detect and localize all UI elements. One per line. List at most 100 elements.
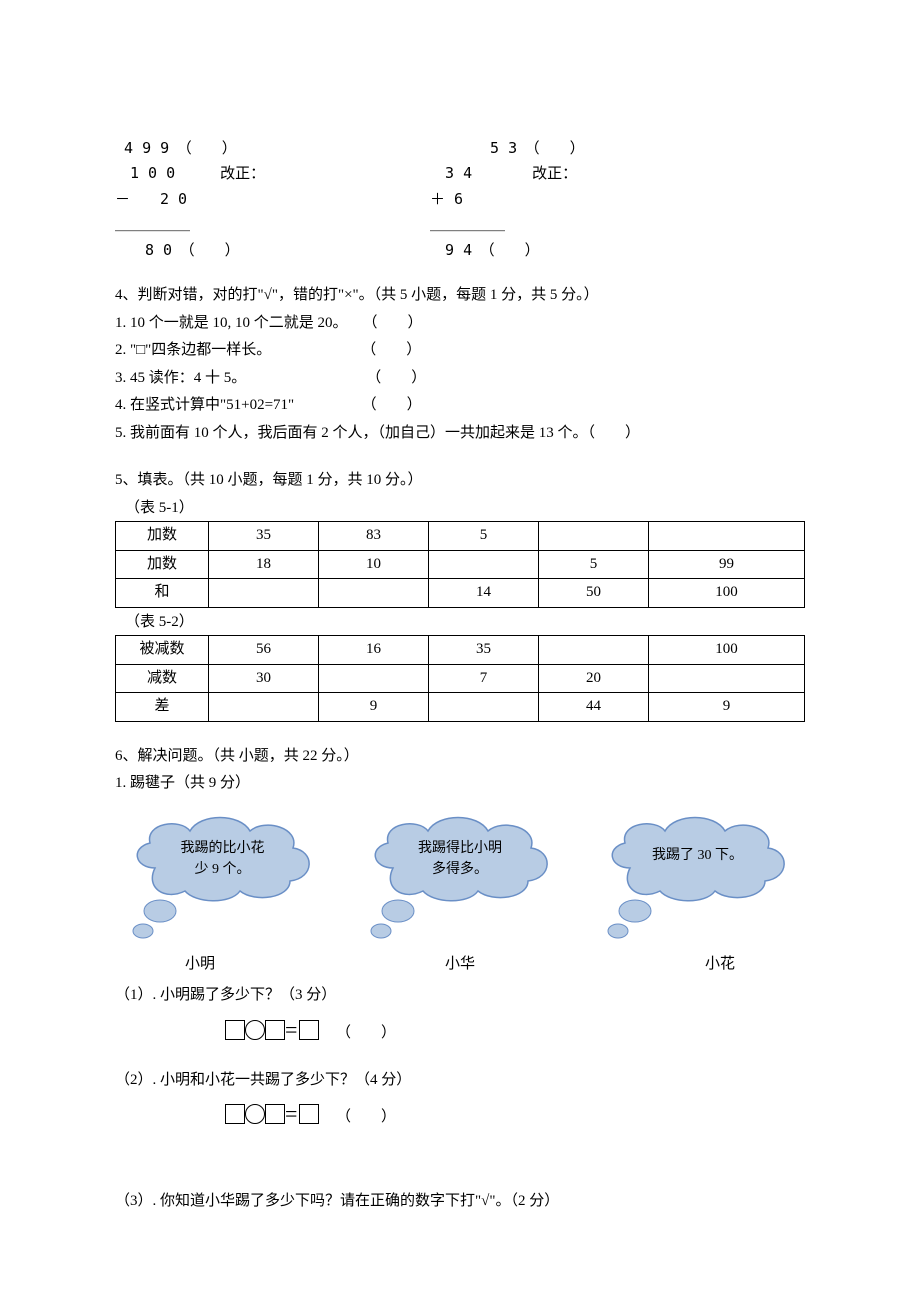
table-row: 被减数561635100 [116,636,805,665]
box-icon [225,1020,245,1040]
cell: 5 [539,550,649,579]
q4-item-1: 1. 10 个一就是 10, 10 个二就是 20。 （ ） [115,311,805,337]
q3l-l1: 1 0 0 改正： [115,164,265,182]
cloud-bubble-1 [382,900,414,922]
cloud-names: 小明 小华 小花 [115,952,805,978]
cell: 18 [209,550,319,579]
q4-item-5: 5. 我前面有 10 个人，我后面有 2 个人，（加自己）一共加起来是 13 个… [115,421,805,447]
cloud-bubble-2 [133,924,153,938]
q6-title: 6、解决问题。（共 小题，共 22 分。） [115,744,805,770]
cloud-xiaoming: 我踢的比小花 少 9 个。 [115,803,330,948]
q3r-top: 5 3 [490,139,517,157]
q3r-l2: ＋ 6 [430,190,463,208]
cloud-icon [590,803,805,948]
q3r-res: 9 4 [430,241,472,259]
cloud-line2: 少 9 个。 [195,862,251,877]
cloud-line1: 我踢得比小明 [418,841,502,856]
circle-icon [245,1020,265,1040]
cloud-bubble-2 [608,924,628,938]
q4-item-3: 3. 45 读作：4 十 5。 （ ） [115,366,805,392]
name-xiaohua: 小华 [445,952,475,978]
cloud-bubble-1 [619,900,651,922]
q3-left: 4 9 9 （ ） 1 0 0 改正： － 2 0 ＿＿＿＿＿ 8 0 （ ） [115,110,415,263]
cloud-line1: 我踢的比小花 [181,841,265,856]
q3r-topp: （ ） [532,139,585,157]
q5-label-1: （表 5-1） [125,496,805,522]
cell [429,693,539,722]
q4-item-4: 4. 在竖式计算中"51+02=71" （ ） [115,393,805,419]
cell: 加数 [116,522,209,551]
table-5-1: 加数35835 加数1810599 和1450100 [115,521,805,608]
q5-label-2: （表 5-2） [125,610,805,636]
equation-2: = （ ） [115,1095,805,1132]
box-icon [265,1104,285,1124]
q6-sub1-title: 1. 踢毽子（共 9 分） [115,771,805,797]
q3l-top: 4 9 9 [124,139,169,157]
name-xiaohua2: 小花 [705,952,735,978]
cell [649,664,805,693]
cell: 35 [209,522,319,551]
cloud-line2: 多得多。 [432,862,488,877]
cell: 9 [649,693,805,722]
eq-paren: （ ） [343,1109,396,1125]
cloud-line1: 我踢了 30 下。 [652,848,743,863]
cell [539,522,649,551]
table-row: 减数30 720 [116,664,805,693]
table-row: 加数1810 599 [116,550,805,579]
cell: 加数 [116,550,209,579]
circle-icon [245,1104,265,1124]
cell: 99 [649,550,805,579]
equation-1: = （ ） [115,1011,805,1048]
table-row: 加数35835 [116,522,805,551]
cell [649,522,805,551]
q6-p3: （3）. 你知道小华踢了多少下吗？请在正确的数字下打"√"。（2 分） [115,1189,805,1215]
table-row: 差9449 [116,693,805,722]
cell: 10 [319,550,429,579]
box-icon [225,1104,245,1124]
q3l-resp: （ ） [187,241,240,259]
q3l-l2: － 2 0 [115,190,187,208]
q3-vertical-calcs: 4 9 9 （ ） 1 0 0 改正： － 2 0 ＿＿＿＿＿ 8 0 （ ） … [115,110,805,263]
cell [319,579,429,608]
cell [429,550,539,579]
cell: 83 [319,522,429,551]
q5-title: 5、填表。（共 10 小题，每题 1 分，共 10 分。） [115,468,805,494]
table-5-2: 被减数561635100 减数30720 差9449 [115,635,805,722]
q6-p2: （2）. 小明和小花一共踢了多少下？（4 分） [115,1068,805,1094]
cell [539,636,649,665]
q3r-resp: （ ） [487,241,540,259]
cell: 被减数 [116,636,209,665]
cell [209,693,319,722]
cell: 30 [209,664,319,693]
cell: 100 [649,636,805,665]
cell: 50 [539,579,649,608]
q6-p1: （1）. 小明踢了多少下？（3 分） [115,983,805,1009]
q4-title: 4、判断对错，对的打"√"，错的打"×"。（共 5 小题，每题 1 分，共 5 … [115,283,805,309]
cell: 减数 [116,664,209,693]
cell: 7 [429,664,539,693]
q3l-topp: （ ） [184,139,237,157]
eq-paren: （ ） [343,1025,396,1041]
cell: 和 [116,579,209,608]
cell [209,579,319,608]
cell: 35 [429,636,539,665]
cloud-text: 我踢的比小花 少 9 个。 [115,838,330,880]
cell: 100 [649,579,805,608]
cloud-xiaohua2: 我踢了 30 下。 [590,803,805,948]
cell: 差 [116,693,209,722]
cell: 5 [429,522,539,551]
cell: 56 [209,636,319,665]
q3l-res: 8 0 [115,241,172,259]
q3l-rule: ＿＿＿＿＿ [115,215,190,233]
cell [319,664,429,693]
box-icon [265,1020,285,1040]
table-row: 和1450100 [116,579,805,608]
q3-right: 5 3 （ ） 3 4 改正： ＋ 6 ＿＿＿＿＿ 9 4 （ ） [415,110,715,263]
cell: 44 [539,693,649,722]
name-xiaoming: 小明 [185,952,215,978]
q4-item-2: 2. "□"四条边都一样长。 （ ） [115,338,805,364]
q3r-l1: 3 4 改正： [430,164,577,182]
cell: 20 [539,664,649,693]
cloud-xiaohua: 我踢得比小明 多得多。 [353,803,568,948]
cloud-bubble-1 [144,900,176,922]
